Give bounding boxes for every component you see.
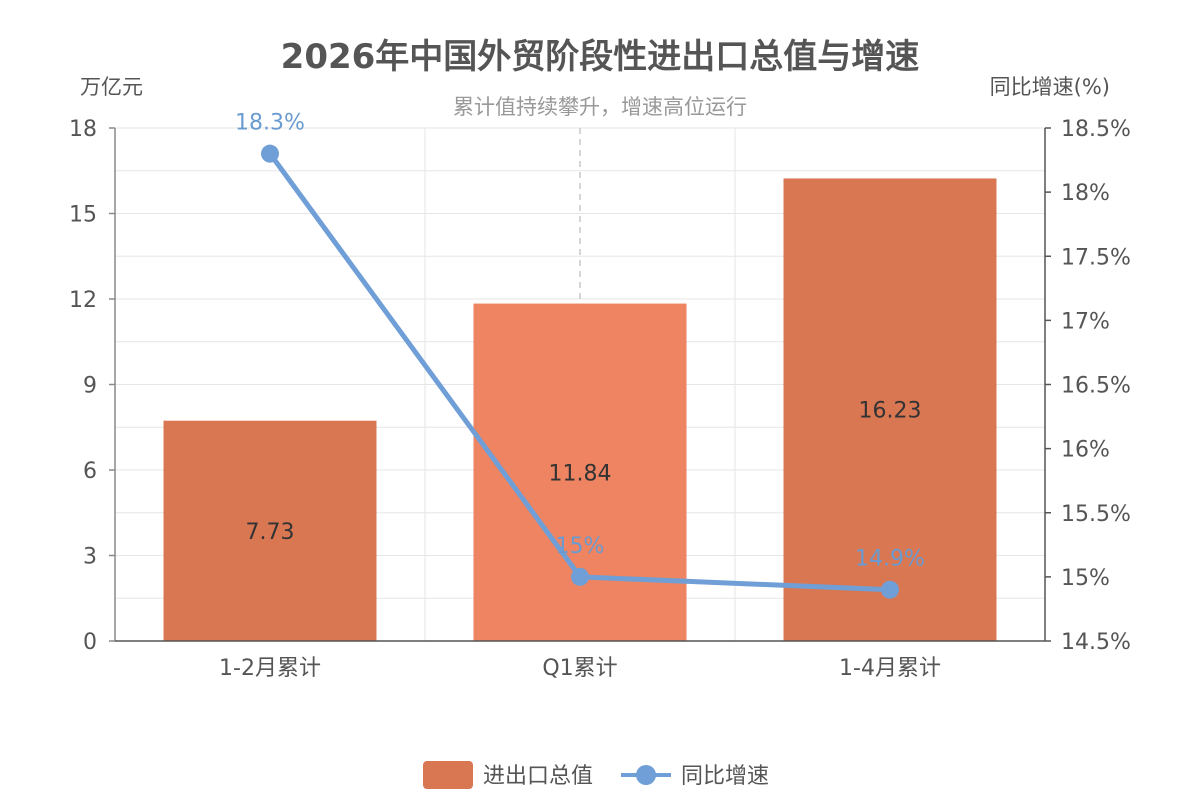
labels-layer: 7.73 11.84 16.23 18.3% 15% 14.9% <box>235 111 925 572</box>
y-left-tick-label: 0 <box>83 630 97 655</box>
chart-title: 2026年中国外贸阶段性进出口总值与增速 <box>281 37 920 77</box>
y-left-tick-label: 18 <box>69 117 97 142</box>
chart-subtitle: 累计值持续攀升，增速高位运行 <box>453 95 747 119</box>
bar-3[interactable] <box>783 178 997 641</box>
legend-swatch-bar <box>423 761 473 789</box>
y-right-tick-label: 17.5% <box>1061 245 1131 270</box>
y-right-tick-label: 17% <box>1061 309 1110 334</box>
legend-swatch-marker <box>636 765 656 785</box>
y-right-tick-label: 16.5% <box>1061 374 1131 399</box>
y-left-tick-label: 3 <box>83 545 97 570</box>
y-right-tick-label: 16% <box>1061 438 1110 463</box>
legend-label-bar: 进出口总值 <box>483 764 593 789</box>
line-value-label: 18.3% <box>235 111 305 136</box>
y-right-tick-label: 15.5% <box>1061 502 1131 527</box>
line-value-label: 15% <box>556 534 605 559</box>
x-tick-label: 1-4月累计 <box>839 656 941 681</box>
y-left-tick-label: 15 <box>69 203 97 228</box>
y-axis-left-title: 万亿元 <box>80 75 143 99</box>
y-right-tick-label: 15% <box>1061 566 1110 591</box>
bar-1[interactable] <box>163 420 377 641</box>
y-right-tick-label: 18% <box>1061 181 1110 206</box>
y-left-tick-label: 6 <box>83 459 97 484</box>
legend-label-line: 同比增速 <box>681 764 769 789</box>
line-layer <box>261 144 899 599</box>
line-point-2[interactable] <box>571 567 589 586</box>
y-left-tick-label: 12 <box>69 288 97 313</box>
line-point-3[interactable] <box>881 580 899 599</box>
axes-layer: 0 3 6 9 12 15 18 14.5% 15% 15.5% 16% 16.5% 17% 17.5% 1… <box>69 117 1131 681</box>
x-tick-label: Q1累计 <box>542 656 617 681</box>
line-value-label: 14.9% <box>855 547 925 572</box>
y-right-tick-label: 18.5% <box>1061 117 1131 142</box>
x-tick-label: 1-2月累计 <box>219 656 321 681</box>
y-left-tick-label: 9 <box>83 374 97 399</box>
bar-value-label: 11.84 <box>549 461 612 486</box>
bar-value-label: 7.73 <box>246 520 295 545</box>
line-point-1[interactable] <box>261 144 279 163</box>
y-right-tick-label: 14.5% <box>1061 630 1131 655</box>
y-axis-right-title: 同比增速(%) <box>990 75 1110 99</box>
legend[interactable]: 进出口总值 同比增速 <box>423 761 769 789</box>
bar-value-label: 16.23 <box>859 399 922 424</box>
